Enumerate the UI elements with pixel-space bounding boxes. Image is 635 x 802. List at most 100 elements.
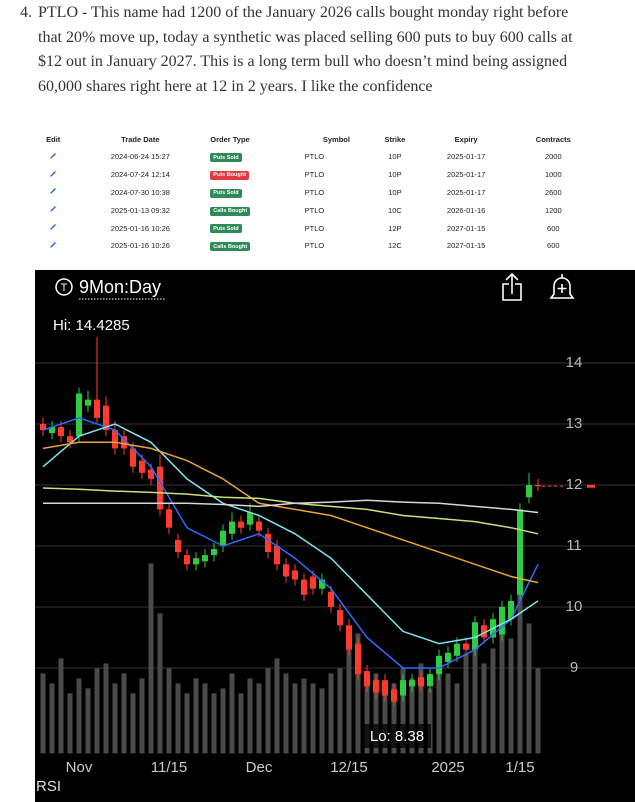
candle-body [148, 469, 154, 479]
table-row: 2024-06-24 15:27 Puts Sold PTLO 10P 2025-01-… [35, 148, 595, 166]
order-type-badge: Calls Bought [210, 206, 251, 216]
table-cell: 12P [388, 223, 402, 233]
volume-bar [157, 613, 163, 754]
table-cell: 2024-07-30 10:38 [110, 187, 170, 197]
column-header: Trade Date [121, 134, 160, 144]
volume-bar [409, 678, 415, 754]
volume-bar [112, 683, 118, 754]
header-row: Edit Trade Date Order Type Symbol Strike Expi… [35, 130, 595, 148]
edit-cell [35, 237, 71, 255]
y-tick-label: 11 [566, 537, 582, 554]
candle-body [58, 427, 64, 437]
volume-bar [247, 678, 253, 754]
edit-icon[interactable] [49, 241, 57, 249]
trades-table: Edit Trade Date Order Type Symbol Strike Expi… [35, 130, 595, 255]
table-cell: 2024-06-24 15:27 [110, 152, 170, 162]
edit-cell [35, 184, 71, 202]
edit-icon[interactable] [49, 152, 57, 160]
order-type-cell: Calls Bought [209, 237, 303, 255]
candle-body [454, 643, 460, 656]
candle-body [220, 530, 226, 546]
volume-bar [58, 658, 64, 754]
table-cell: 2025-01-17 [446, 187, 486, 197]
volume-bar [229, 673, 235, 754]
volume-bar [238, 693, 244, 754]
moving-average-line [42, 423, 539, 645]
candle-body [166, 509, 172, 528]
candle-body [40, 424, 46, 431]
volume-bar [49, 683, 55, 754]
table-cell: PTLO [304, 223, 325, 233]
pencil [50, 188, 57, 195]
column-header: Symbol [322, 134, 350, 144]
edit-cell [35, 148, 71, 166]
column-header: Expiry [454, 134, 478, 144]
table-cell: 600 [547, 223, 560, 233]
volume-bar [355, 633, 361, 754]
table-cell: 2025-01-13 09:32 [110, 205, 170, 215]
table-cell: 1200 [544, 205, 562, 215]
table-cell: 2024-07-24 12:14 [110, 170, 170, 180]
candle-body [274, 546, 280, 565]
table-cell: 10P [388, 152, 402, 162]
table-cell: 2600 [544, 187, 562, 197]
table-cell: PTLO [304, 170, 325, 180]
order-type-cell: Puts Sold [209, 184, 303, 202]
pencil [50, 170, 57, 177]
volume-bar [175, 683, 181, 754]
table-cell: 600 [547, 241, 560, 251]
candle-body [463, 643, 469, 650]
order-type-cell: Puts Sold [209, 219, 303, 237]
table-cell: 2025-01-17 [446, 170, 486, 180]
x-tick-label: Dec [246, 759, 273, 776]
table-cell: PTLO [304, 187, 325, 197]
volume-bar [76, 678, 82, 754]
table-cell: 2025-01-16 10:26 [110, 223, 170, 233]
edit-icon[interactable] [49, 187, 57, 195]
moving-average-line [42, 417, 539, 669]
volume-bar [526, 623, 532, 754]
volume-bar [85, 688, 91, 754]
alert-icon[interactable] [549, 274, 575, 299]
candle-body [256, 521, 262, 531]
volume-bar [382, 693, 388, 754]
candle-body [445, 652, 451, 662]
candle-body [535, 485, 541, 487]
volume-bar [418, 663, 424, 754]
edit-icon[interactable] [49, 223, 57, 231]
edit-icon[interactable] [49, 205, 57, 213]
share-icon[interactable] [502, 272, 522, 301]
candle-body [202, 555, 208, 562]
alert-glyph [549, 274, 575, 299]
volume-bar [193, 678, 199, 754]
x-tick-label: 11/15 [151, 759, 187, 776]
post-line: $12 out in January 2027. This is a long … [38, 53, 568, 70]
order-type-badge: Calls Bought [210, 242, 251, 252]
x-tick-label: 1/15 [505, 759, 534, 776]
y-tick-label: 14 [566, 354, 583, 371]
volume-bar [535, 668, 541, 754]
order-type-badge: Puts Sold [210, 188, 242, 198]
x-tick-label: 2025 [431, 759, 464, 776]
volume-bar [130, 693, 136, 754]
volume-bar [346, 643, 352, 754]
table-cell: 12C [388, 241, 402, 251]
edit-icon[interactable] [49, 170, 57, 178]
candle-body [481, 625, 487, 638]
chart-title[interactable]: 9Mon:Day [79, 277, 161, 297]
edit-cell [35, 166, 71, 184]
table-cell: 2027-01-15 [446, 241, 486, 251]
volume-bar [310, 683, 316, 754]
last-price-marker [587, 484, 595, 488]
table-row: 2024-07-24 12:14 Puts Bought PTLO 10P 2025-0… [35, 166, 595, 184]
candle-body [418, 677, 424, 687]
candle-body [319, 579, 325, 589]
indicator-label[interactable]: RSI [36, 778, 61, 795]
volume-bar [319, 688, 325, 754]
candle-body [292, 570, 298, 580]
volume-bar [211, 693, 217, 754]
table-cell: 10P [388, 170, 402, 180]
table-cell: 10P [388, 187, 402, 197]
volume-bar [139, 678, 145, 754]
order-type-badge: Puts Sold [210, 224, 242, 234]
